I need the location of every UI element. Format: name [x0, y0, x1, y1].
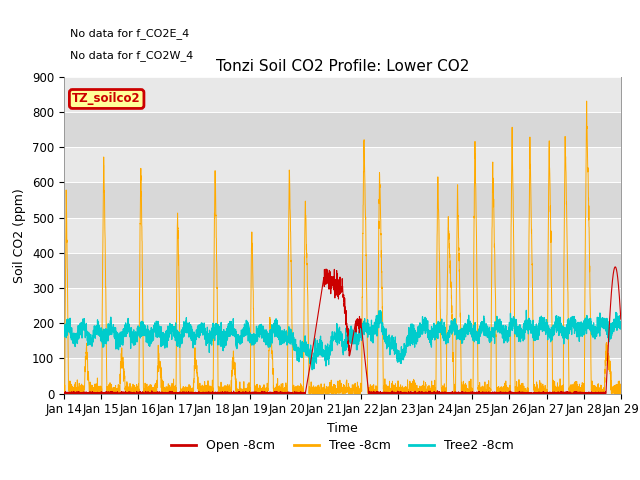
Title: Tonzi Soil CO2 Profile: Lower CO2: Tonzi Soil CO2 Profile: Lower CO2	[216, 59, 469, 74]
Text: TZ_soilco2: TZ_soilco2	[72, 93, 141, 106]
Bar	[64, 323, 621, 359]
Bar	[64, 182, 621, 217]
Y-axis label: Soil CO2 (ppm): Soil CO2 (ppm)	[13, 188, 26, 283]
Legend: Open -8cm, Tree -8cm, Tree2 -8cm: Open -8cm, Tree -8cm, Tree2 -8cm	[166, 434, 519, 457]
Bar	[64, 253, 621, 288]
Text: No data for f_CO2W_4: No data for f_CO2W_4	[70, 50, 193, 60]
Bar	[64, 42, 621, 77]
Bar	[64, 112, 621, 147]
Text: No data for f_CO2E_4: No data for f_CO2E_4	[70, 28, 189, 38]
X-axis label: Time: Time	[327, 422, 358, 435]
